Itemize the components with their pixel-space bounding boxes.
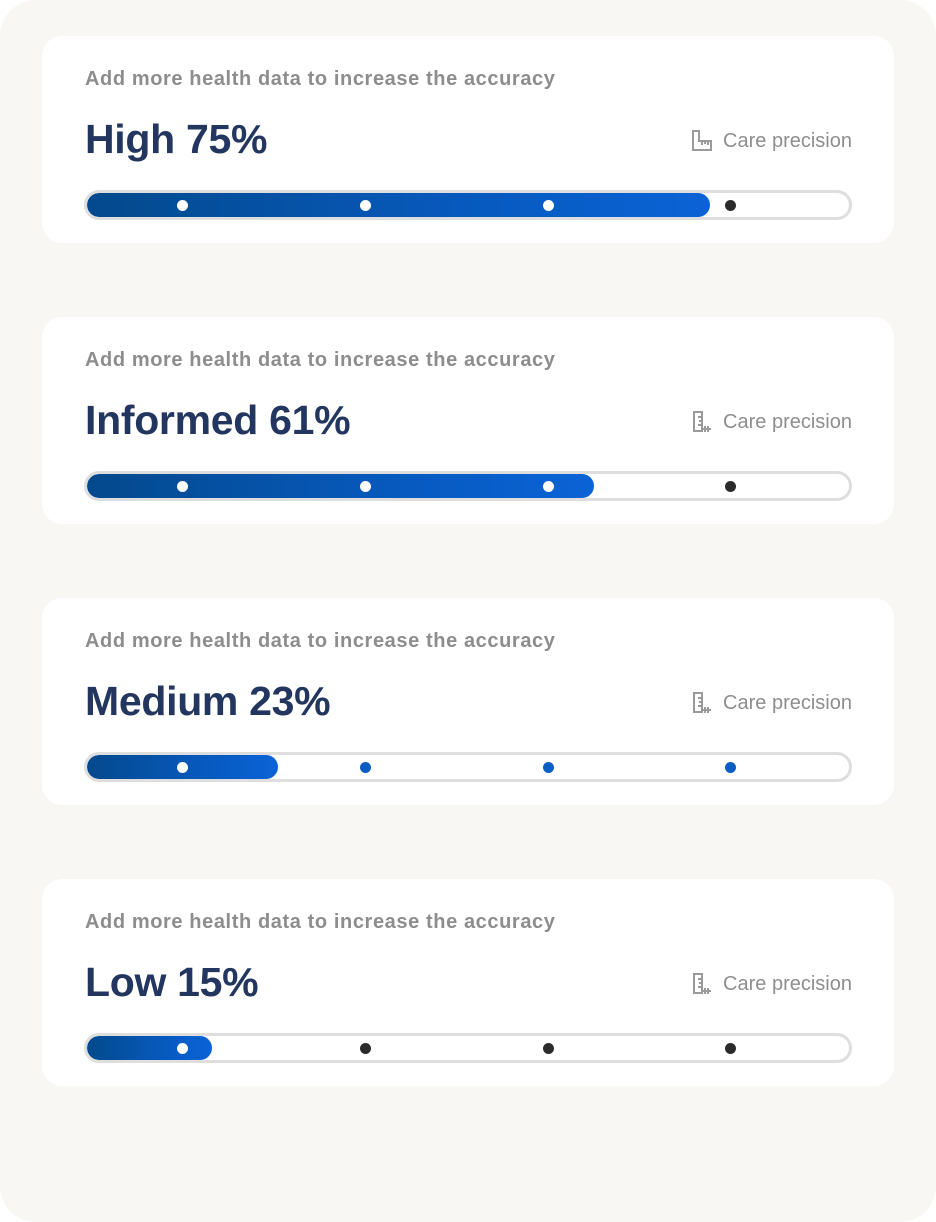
precision-progress-bar <box>84 752 852 782</box>
ruler-icon <box>689 409 715 435</box>
care-precision-text: Care precision <box>723 129 852 152</box>
progress-step-dot <box>542 1042 554 1054</box>
precision-progress-fill <box>87 1036 212 1060</box>
progress-step-dot <box>176 480 188 492</box>
card-hint: Add more health data to increase the acc… <box>85 630 556 652</box>
card-hint: Add more health data to increase the acc… <box>85 911 556 933</box>
precision-progress-bar <box>84 471 852 501</box>
progress-step-dot <box>359 1042 371 1054</box>
care-precision-text: Care precision <box>723 691 852 714</box>
precision-progress-fill <box>87 474 594 498</box>
care-precision-label: Care precision <box>689 409 852 435</box>
ruler-icon <box>689 128 715 154</box>
card-hint: Add more health data to increase the acc… <box>85 68 556 90</box>
card-hint: Add more health data to increase the acc… <box>85 349 556 371</box>
ruler-icon <box>689 690 715 716</box>
progress-step-dot <box>725 761 737 773</box>
care-precision-label: Care precision <box>689 690 852 716</box>
precision-headline: Medium 23% <box>85 678 331 724</box>
precision-card: Add more health data to increase the acc… <box>42 36 894 243</box>
progress-step-dot <box>542 199 554 211</box>
progress-step-dot <box>725 1042 737 1054</box>
care-precision-text: Care precision <box>723 410 852 433</box>
precision-card: Add more health data to increase the acc… <box>42 879 894 1086</box>
precision-headline: Informed 61% <box>85 397 351 443</box>
precision-card: Add more health data to increase the acc… <box>42 598 894 805</box>
progress-step-dot <box>176 1042 188 1054</box>
progress-step-dot <box>359 199 371 211</box>
precision-headline: High 75% <box>85 116 268 162</box>
progress-step-dot <box>725 199 737 211</box>
care-precision-label: Care precision <box>689 128 852 154</box>
progress-step-dot <box>176 761 188 773</box>
progress-step-dot <box>359 480 371 492</box>
progress-step-dot <box>725 480 737 492</box>
progress-step-dot <box>359 761 371 773</box>
precision-progress-bar <box>84 190 852 220</box>
progress-step-dot <box>542 480 554 492</box>
care-precision-label: Care precision <box>689 971 852 997</box>
precision-progress-fill <box>87 193 710 217</box>
precision-card: Add more health data to increase the acc… <box>42 317 894 524</box>
care-precision-text: Care precision <box>723 972 852 995</box>
ruler-icon <box>689 971 715 997</box>
precision-headline: Low 15% <box>85 959 259 1005</box>
precision-progress-bar <box>84 1033 852 1063</box>
progress-step-dot <box>542 761 554 773</box>
progress-step-dot <box>176 199 188 211</box>
